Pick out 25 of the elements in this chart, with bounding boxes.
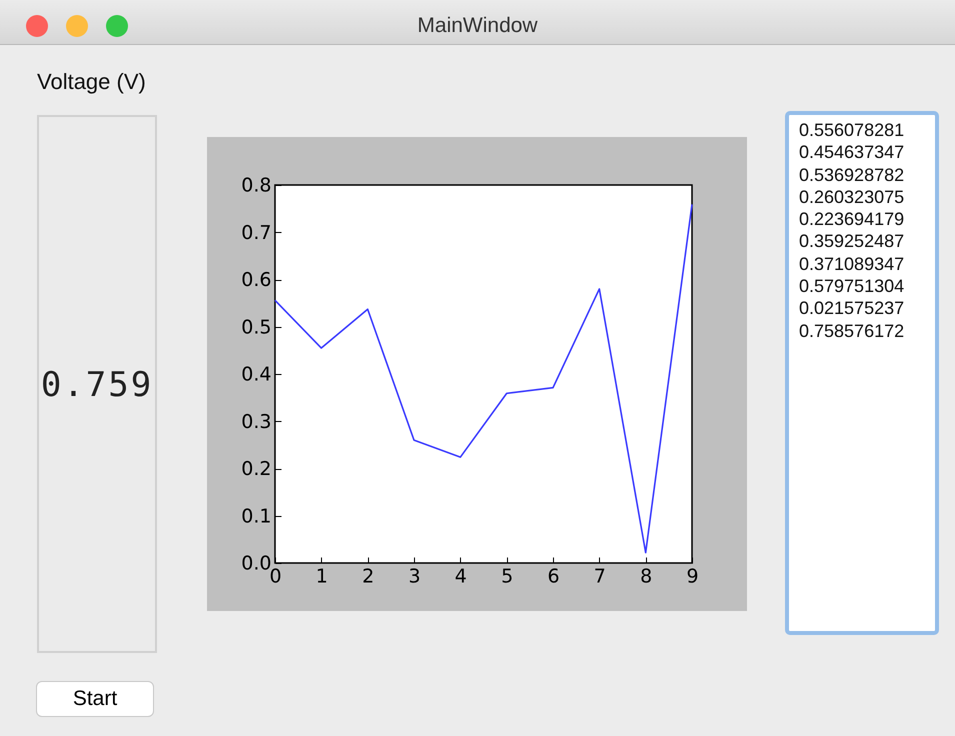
- value-list: 0.556078281 0.454637347 0.536928782 0.260323075 0.223694179 0.359252487 0.371089347 0.579751304 0.021575237 0.758576172: [785, 111, 939, 635]
- x-tick-label: 9: [686, 566, 699, 588]
- x-tick-label: 4: [454, 566, 467, 588]
- y-tick-label: 0.0: [241, 552, 272, 574]
- lcd-display: 0.759: [37, 115, 157, 653]
- y-tick-label: 0.7: [241, 222, 272, 244]
- y-tick-label: 0.5: [241, 316, 272, 338]
- line-series: [274, 204, 693, 554]
- x-tick-label: 0: [269, 566, 282, 588]
- x-tick-label: 5: [501, 566, 514, 588]
- x-tick-label: 3: [408, 566, 421, 588]
- x-tick-label: 1: [316, 566, 328, 588]
- start-button[interactable]: Start: [36, 681, 154, 717]
- y-tick-label: 0.1: [241, 505, 272, 528]
- text: MainWindow: [416, 14, 539, 38]
- y-tick-label: 0.8: [241, 174, 272, 196]
- x-tick-label: 6: [547, 566, 560, 588]
- y-tick-label: 0.4: [241, 364, 272, 386]
- x-tick-label: 8: [640, 566, 652, 588]
- y-tick-label: 0.6: [241, 269, 272, 291]
- text: Voltage (V): [37, 69, 146, 95]
- x-tick-label: 7: [594, 566, 606, 588]
- y-tick-label: 0.2: [241, 458, 272, 480]
- y-tick-label: 0.3: [241, 410, 272, 433]
- x-tick-label: 2: [362, 566, 374, 588]
